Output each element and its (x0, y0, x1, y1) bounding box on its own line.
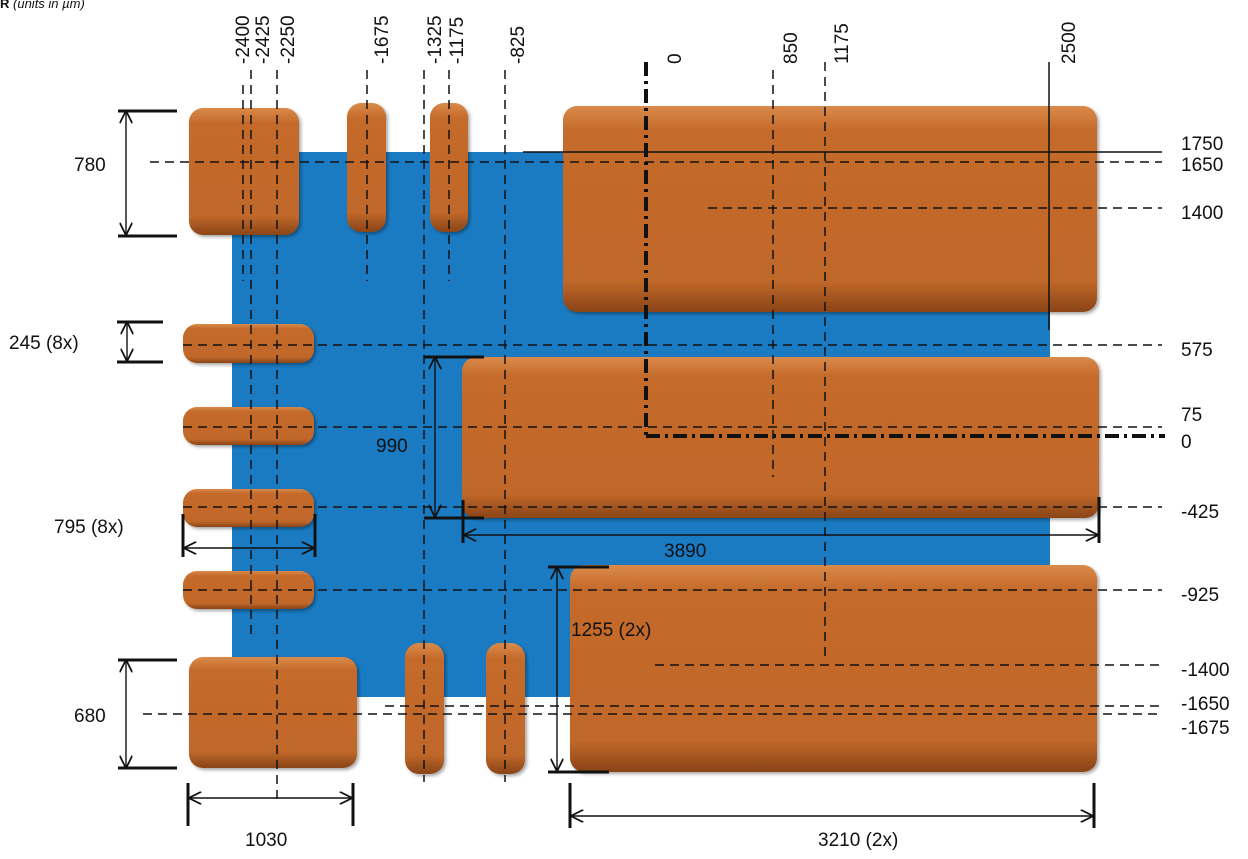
right-label: -1675 (1181, 718, 1230, 739)
right-label: 575 (1181, 340, 1213, 361)
dim-label-245: 245 (8x) (9, 333, 79, 354)
top-label: 850 (781, 32, 802, 64)
right-label: 0 (1181, 432, 1192, 453)
pad-bottom-left (189, 657, 357, 768)
pad-small-2 (183, 407, 314, 445)
units-note: R (units in µm) (0, 0, 85, 11)
pads (183, 103, 1099, 774)
right-label: 1400 (1181, 203, 1223, 224)
dim-label-3890: 3890 (664, 541, 706, 562)
top-label: -2425 (253, 15, 274, 64)
right-label: -425 (1181, 502, 1219, 523)
dimension-labels: 780 245 (8x) 795 (8x) 680 1030 990 3890 … (9, 155, 898, 851)
dim-label-3210: 3210 (2x) (818, 830, 898, 851)
pad-small-3 (183, 489, 314, 527)
top-label: -1675 (372, 15, 393, 64)
top-label: 1175 (832, 23, 853, 64)
right-label: -1400 (1181, 660, 1230, 681)
dim-label-780: 780 (74, 155, 106, 176)
top-label: -1175 (447, 17, 468, 64)
top-label: -1325 (425, 15, 446, 64)
right-label: 1750 (1181, 134, 1223, 155)
right-labels: 1750 1650 1400 575 75 0 -425 -925 -1400 … (1181, 134, 1230, 739)
right-label: 75 (1181, 405, 1202, 426)
pad-top-left (189, 108, 299, 235)
dim-label-680: 680 (74, 706, 106, 727)
dim-label-990: 990 (376, 436, 408, 457)
horizontal-guides (143, 151, 1165, 715)
units-label: (units in µm) (13, 0, 85, 11)
right-label: -1650 (1181, 694, 1230, 715)
dim-label-1255: 1255 (2x) (571, 620, 651, 641)
top-label: -825 (508, 26, 529, 64)
top-label: -2250 (278, 15, 299, 64)
marker-label: R (0, 0, 10, 11)
right-label: -925 (1181, 585, 1219, 606)
top-label: -2400 (233, 15, 254, 64)
right-label: 1650 (1181, 155, 1223, 176)
pad-top-right (563, 106, 1097, 312)
pad-small-1 (183, 324, 314, 363)
dimension-lines (117, 109, 1101, 828)
pad-bottom-right (570, 565, 1097, 772)
dim-label-795: 795 (8x) (54, 517, 124, 538)
pad-middle (462, 357, 1099, 518)
top-label: 0 (665, 53, 686, 64)
dim-label-1030: 1030 (245, 830, 287, 851)
top-labels: -2400 -2425 -2250 -1675 -1325 -1175 -825… (233, 15, 1080, 64)
top-label: 2500 (1059, 22, 1080, 64)
